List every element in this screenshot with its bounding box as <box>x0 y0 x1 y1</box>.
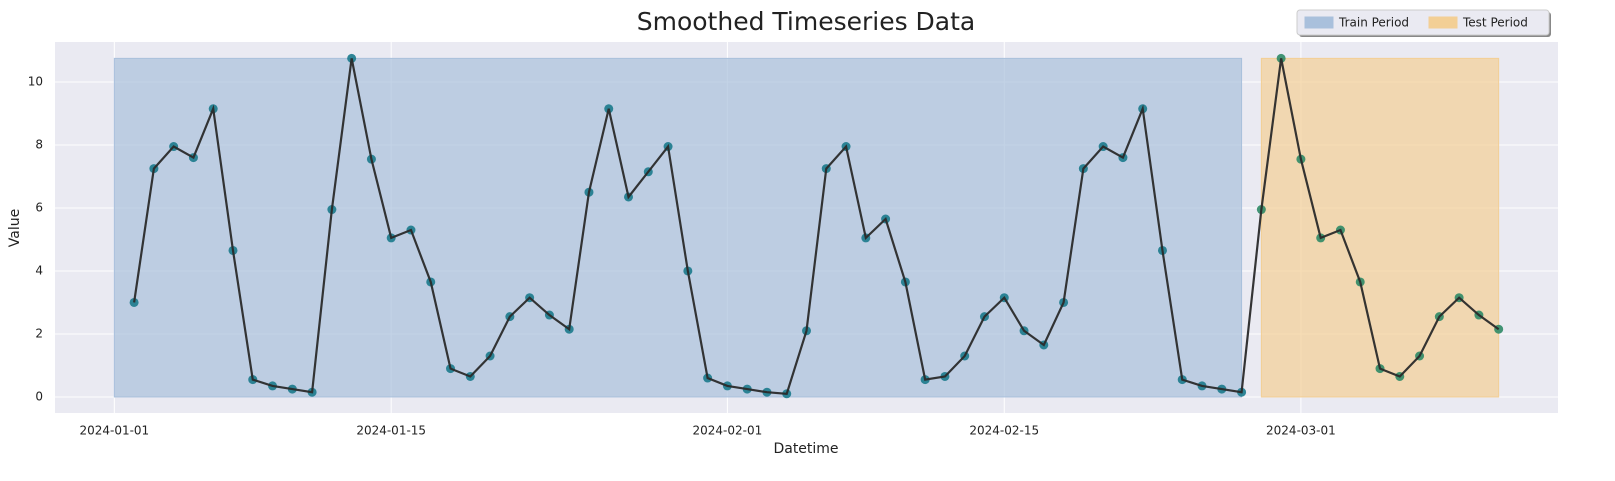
y-tick-label: 6 <box>35 200 43 214</box>
data-line <box>133 58 1500 395</box>
y-axis-label: Value <box>7 209 23 247</box>
y-tick-label: 8 <box>35 137 43 151</box>
y-tick-label: 4 <box>35 263 43 277</box>
x-tick-label: 2024-01-01 <box>79 424 149 438</box>
legend-label: Train Period <box>1338 16 1409 30</box>
x-tick-label: 2024-02-15 <box>969 424 1039 438</box>
x-tick-label: 2024-03-01 <box>1266 424 1336 438</box>
legend-swatch <box>1428 16 1458 29</box>
y-tick-label: 0 <box>35 389 43 403</box>
legend-box <box>1296 9 1550 36</box>
x-tick-label: 2024-01-15 <box>356 424 426 438</box>
x-tick-label: 2024-02-01 <box>693 424 763 438</box>
chart-title: Smoothed Timeseries Data <box>637 7 976 36</box>
legend-label: Test Period <box>1462 16 1528 30</box>
span <box>1260 57 1500 398</box>
y-tick-label: 2 <box>35 326 43 340</box>
x-axis-label: Datetime <box>773 441 838 457</box>
span <box>113 57 1243 398</box>
y-tick-label: 10 <box>28 74 43 88</box>
legend-swatch <box>1304 16 1334 29</box>
